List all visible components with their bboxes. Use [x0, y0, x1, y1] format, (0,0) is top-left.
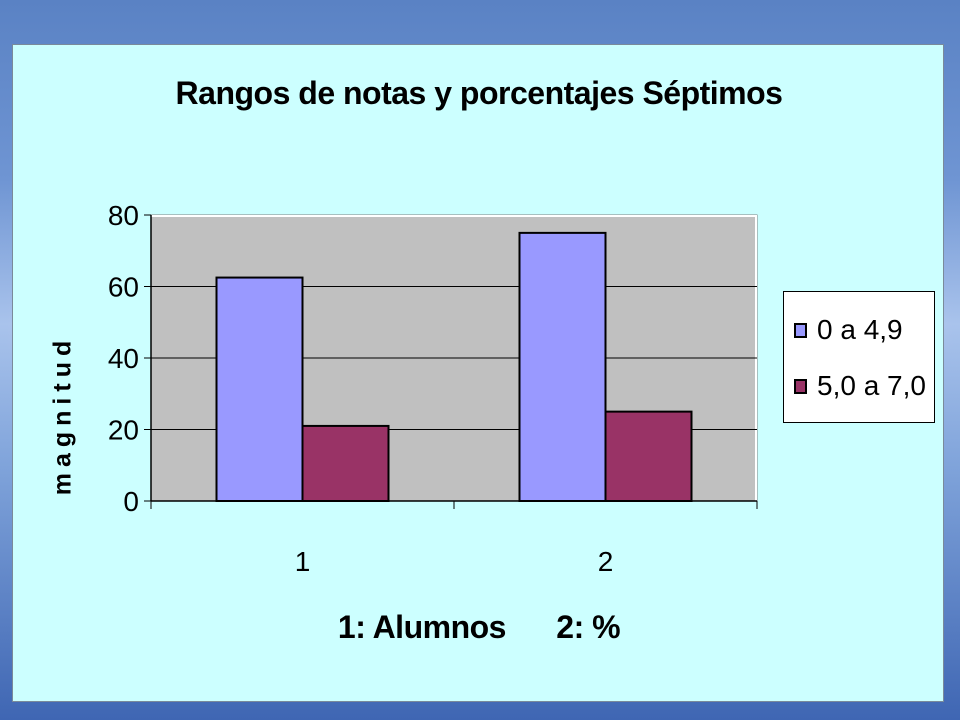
bar-1-1: [215, 276, 304, 502]
chart-area: Rangos de notas y porcentajes Séptimos m…: [12, 44, 944, 702]
bar-2-2: [604, 410, 693, 502]
y-tick-label: 20: [108, 415, 139, 446]
legend-item-series-2: 5,0 a 7,0: [794, 370, 926, 402]
x-axis-label: 1: Alumnos 2: %: [337, 609, 621, 645]
legend-label-series-1: 0 a 4,9: [817, 314, 903, 345]
y-tick-label: 60: [108, 272, 139, 303]
y-tick-label: 40: [108, 343, 139, 374]
y-tick-label: 0: [123, 486, 139, 517]
x-tick-label: 1: [295, 546, 311, 577]
legend-swatch-series-2: [794, 378, 807, 394]
legend: 0 a 4,9 5,0 a 7,0: [783, 291, 935, 423]
plot: 0 20 40 60 80 1 2: [108, 200, 758, 577]
y-tick-label: 80: [108, 200, 139, 231]
chart-title: Rangos de notas y porcentajes Séptimos: [175, 75, 783, 111]
legend-item-series-1: 0 a 4,9: [794, 314, 903, 346]
bar-1-2: [518, 231, 607, 502]
legend-swatch-series-1: [794, 322, 807, 338]
legend-label-series-2: 5,0 a 7,0: [817, 370, 926, 401]
bar-2-1: [301, 424, 390, 502]
x-tick-label: 2: [598, 546, 614, 577]
